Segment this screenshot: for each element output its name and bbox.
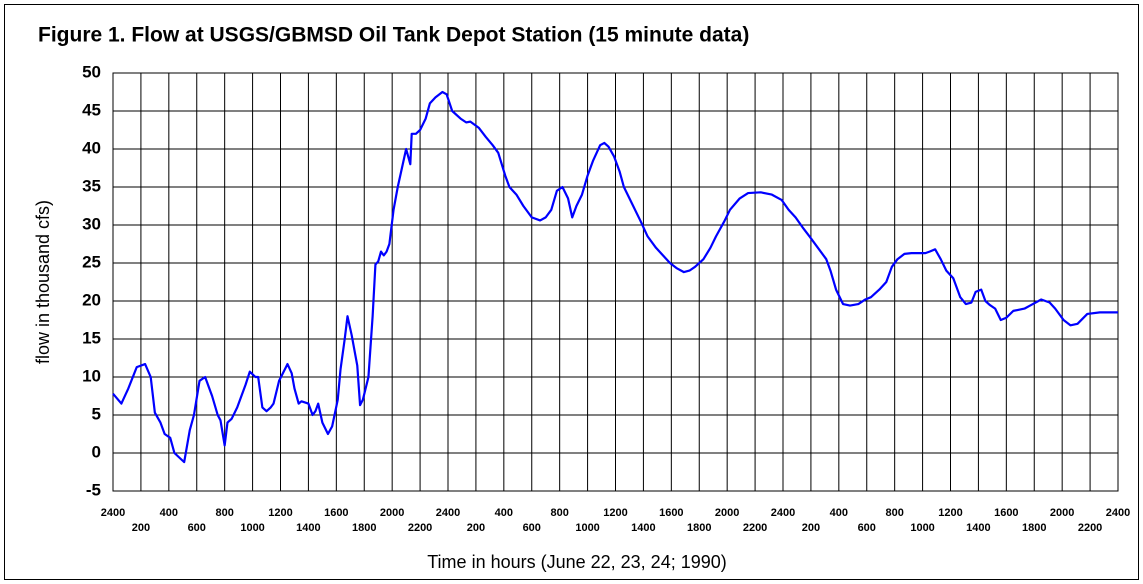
x-tick-label: 2200 [743,522,767,534]
x-tick-label: 600 [523,522,541,534]
y-tick-label: 35 [82,176,101,195]
x-tick-label: 200 [132,522,150,534]
x-tick-label: 2200 [1078,522,1102,534]
x-tick-label: 600 [188,522,206,534]
x-tick-label: 2400 [1106,507,1130,519]
x-tick-label: 800 [885,507,903,519]
x-tick-label: 800 [550,507,568,519]
y-tick-label: 15 [82,328,101,347]
y-tick-label: 30 [82,214,101,233]
y-tick-label: -5 [86,480,101,499]
x-tick-label: 1200 [938,507,962,519]
y-tick-label: 10 [82,366,101,385]
x-tick-label: 200 [467,522,485,534]
x-tick-label: 1400 [296,522,320,534]
x-tick-label: 1400 [966,522,990,534]
x-tick-label: 2400 [771,507,795,519]
x-tick-label: 1000 [240,522,264,534]
x-tick-label: 1800 [1022,522,1046,534]
y-axis-label: flow in thousand cfs) [33,200,53,364]
x-tick-label: 400 [160,507,178,519]
x-tick-label: 1200 [268,507,292,519]
x-tick-label: 2200 [408,522,432,534]
x-tick-label: 1600 [994,507,1018,519]
y-tick-label: 5 [92,404,101,423]
x-tick-label: 200 [802,522,820,534]
flow-line [112,90,1118,464]
x-tick-label: 2000 [380,507,404,519]
y-tick-label: 25 [82,252,101,271]
y-tick-label: 50 [82,62,101,81]
x-tick-label: 2000 [1050,507,1074,519]
y-tick-label: 0 [92,442,101,461]
x-tick-label: 1400 [631,522,655,534]
x-tick-label: 2400 [436,507,460,519]
x-tick-label: 1800 [687,522,711,534]
y-tick-label: 40 [82,138,101,157]
chart-title: Figure 1. Flow at USGS/GBMSD Oil Tank De… [38,24,749,47]
x-tick-label: 1200 [603,507,627,519]
y-tick-label: 20 [82,290,101,309]
x-tick-label: 600 [858,522,876,534]
x-tick-label: 1600 [324,507,348,519]
x-tick-label: 400 [495,507,513,519]
y-tick-label: 45 [82,100,101,119]
x-tick-label: 1600 [659,507,683,519]
x-tick-label: 800 [215,507,233,519]
x-tick-label: 2000 [715,507,739,519]
x-axis-label: Time in hours (June 22, 23, 24; 1990) [427,552,727,572]
x-tick-label: 2400 [101,507,125,519]
x-tick-label: 1000 [575,522,599,534]
x-tick-label: 400 [830,507,848,519]
x-tick-label: 1800 [352,522,376,534]
x-tick-label: 1000 [910,522,934,534]
